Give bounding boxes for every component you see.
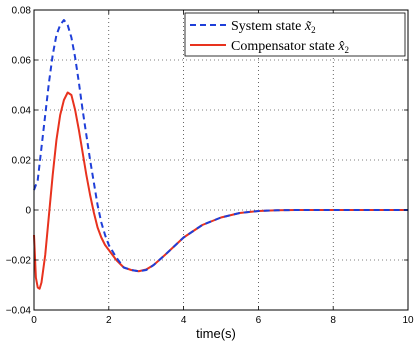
axis-tick-labels: 0 2 4 6 8 10 −0.04 −0.02 0 0.02 0.04 0.06 0.08 <box>6 6 414 327</box>
y-tick-label: 0.04 <box>12 106 32 117</box>
series-line-compensator-state <box>33 91 408 290</box>
x-axis-label: time(s) <box>196 326 236 341</box>
legend: System state x̃2 Compensator state x̂2 <box>184 12 406 57</box>
y-tick-label: −0.04 <box>6 306 32 317</box>
y-tick-label: 0 <box>25 206 31 217</box>
series-line-system-state <box>33 19 408 273</box>
series-layer <box>33 19 408 290</box>
axis-ticks <box>33 9 409 311</box>
legend-label-system-state: System state x̃2 <box>231 19 316 35</box>
y-tick-label: 0.08 <box>12 6 32 17</box>
x-tick-label: 10 <box>402 315 414 326</box>
legend-label-compensator-state: Compensator state x̂2 <box>231 39 349 55</box>
y-tick-label: 0.02 <box>12 156 32 167</box>
x-tick-label: 6 <box>256 315 262 326</box>
x-tick-label: 8 <box>330 315 336 326</box>
legend-box <box>184 12 406 57</box>
x-tick-label: 0 <box>31 315 37 326</box>
x-tick-label: 4 <box>181 315 187 326</box>
plot-area <box>34 10 408 310</box>
y-tick-label: 0.06 <box>12 56 32 67</box>
y-tick-label: −0.02 <box>6 256 32 267</box>
x-tick-label: 2 <box>106 315 112 326</box>
